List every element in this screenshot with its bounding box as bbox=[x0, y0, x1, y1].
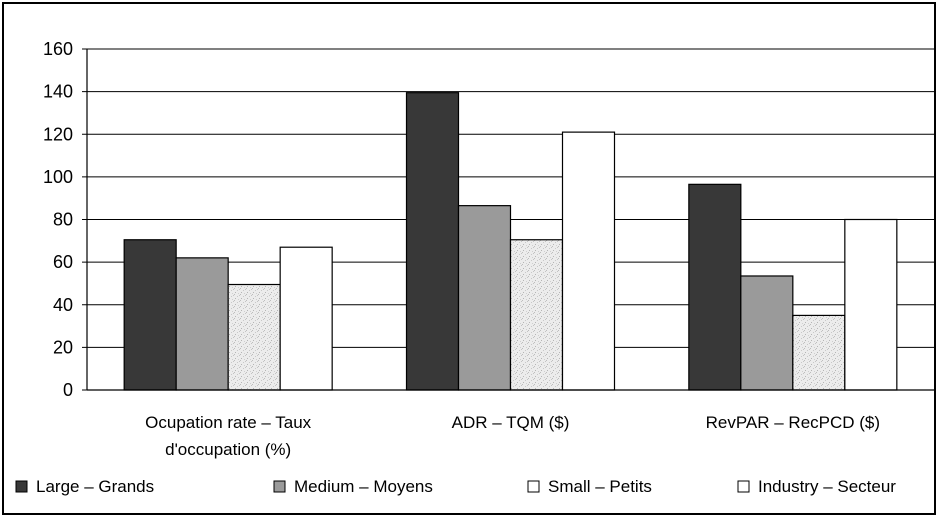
bar bbox=[175, 257, 229, 391]
legend-label: Small – Petits bbox=[548, 477, 652, 496]
legend-swatch bbox=[15, 480, 28, 493]
y-tick-label: 80 bbox=[53, 210, 73, 230]
y-tick-label: 100 bbox=[43, 167, 73, 187]
axes bbox=[82, 48, 934, 391]
legend-swatch bbox=[273, 480, 286, 493]
legend-label: Large – Grands bbox=[36, 477, 154, 496]
y-tick-label: 140 bbox=[43, 82, 73, 102]
x-axis-categories: Ocupation rate – Taux d'occupation (%) ADR… bbox=[145, 413, 880, 459]
x-category-label: ADR – TQM ($) bbox=[452, 413, 570, 432]
legend-swatch bbox=[527, 480, 540, 493]
bar bbox=[405, 92, 460, 391]
y-tick-label: 120 bbox=[43, 124, 73, 144]
y-tick-label: 40 bbox=[53, 295, 73, 315]
bar bbox=[561, 131, 616, 391]
x-category-label: Ocupation rate – Taux d'occupation (%) bbox=[145, 413, 312, 459]
bar bbox=[792, 314, 846, 391]
y-axis-ticks: 0 20 40 60 80 100 120 140 160 bbox=[43, 39, 73, 400]
x-category-label: RevPAR – RecPCD ($) bbox=[706, 413, 880, 432]
bar bbox=[457, 205, 512, 391]
bar bbox=[509, 239, 564, 391]
bars bbox=[123, 92, 898, 391]
y-tick-label: 0 bbox=[63, 380, 73, 400]
bar bbox=[688, 183, 742, 391]
y-tick-label: 160 bbox=[43, 39, 73, 59]
legend: Large – Grands Medium – Moyens Small – Pet… bbox=[15, 477, 896, 496]
bar bbox=[123, 239, 177, 391]
bar bbox=[844, 218, 898, 391]
legend-label: Industry – Secteur bbox=[758, 477, 896, 496]
y-tick-label: 60 bbox=[53, 252, 73, 272]
y-tick-label: 20 bbox=[53, 337, 73, 357]
legend-label: Medium – Moyens bbox=[294, 477, 433, 496]
bar bbox=[227, 283, 281, 391]
bar bbox=[279, 246, 333, 391]
legend-swatch bbox=[737, 480, 750, 493]
bar bbox=[740, 275, 794, 391]
